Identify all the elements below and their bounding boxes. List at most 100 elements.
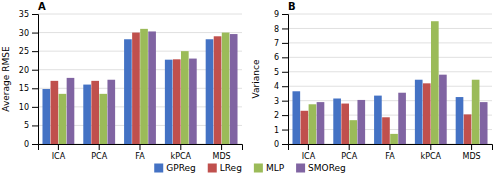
y-tick-label: 1 [274,126,279,135]
x-axis: ICA PCA FA kPCA MDS [39,144,243,161]
y-tick-mark [282,101,288,102]
legend-swatch [254,164,263,173]
bar [99,94,107,144]
y-tick: 6 [274,53,288,62]
y-tick-mark [32,70,38,71]
y-tick: 2 [274,111,288,120]
y-axis: 0123456789 [274,10,289,149]
x-tick-label: MDS [463,152,481,161]
legend-item: GPReg [154,163,196,173]
y-tick-label: 3 [274,97,279,106]
y-tick-label: 4 [274,82,279,91]
x-tick-label: FA [385,152,395,161]
bar-series [317,75,488,144]
legend-item: SMOReg [296,163,346,173]
y-tick-label: 8 [274,25,279,34]
bar [132,33,140,144]
grid-line [288,57,492,58]
bar [42,89,50,144]
x-tick-label: MDS [213,152,231,161]
y-tick-mark [282,57,288,58]
bar [480,102,488,144]
bar [357,100,365,144]
y-tick: 8 [274,25,288,34]
y-tick-mark [32,14,38,15]
y-tick-label: 9 [274,10,279,19]
x-axis-line [289,145,493,151]
y-tick-mark [282,14,288,15]
y-tick: 4 [274,82,288,91]
y-tick-mark [282,86,288,87]
y-tick: 3 [274,97,288,106]
x-tick-label: ICA [302,152,316,161]
legend: GPReg LReg MLP SMOReg [154,163,346,173]
x-tick-label: PCA [91,152,107,161]
y-tick-label: 7 [274,39,279,48]
legend-label: GPReg [166,163,196,173]
bar [67,78,75,144]
bars [292,21,487,144]
y-tick-mark [282,144,288,145]
x-tick: ICA [52,144,66,161]
bar [309,104,317,144]
y-tick: 10 [19,103,38,112]
x-tick-mark [221,144,222,150]
legend-label: LReg [220,163,242,173]
y-tick-label: 25 [19,47,29,56]
bar [431,21,439,144]
x-tick-mark [58,144,59,150]
bar-series [59,29,230,144]
y-tick-label: 5 [24,121,29,130]
bar [390,134,398,144]
y-tick-label: 6 [274,53,279,62]
bar [51,81,59,144]
x-tick-mark [180,144,181,150]
y-tick-mark [282,115,288,116]
x-tick: kPCA [421,144,442,161]
grid-line [288,28,492,29]
y-tick-mark [282,72,288,73]
y-tick-mark [32,125,38,126]
x-tick-label: ICA [52,152,66,161]
bar [333,99,341,145]
bar [439,75,447,144]
panel: 05101520253035ICAPCAFAkPCAMDSAAverage RM… [1,1,243,161]
y-tick-label: 30 [19,29,29,38]
bar [341,104,349,144]
y-tick: 0 [24,140,38,149]
y-tick-mark [32,144,38,145]
x-tick-mark [390,144,391,150]
bar-series [67,31,238,144]
bar [165,60,173,144]
y-tick: 1 [274,126,288,135]
bar [148,31,156,144]
bar [189,59,197,144]
y-tick-mark [282,28,288,29]
bar [173,59,181,144]
grid-line [288,14,492,15]
y-axis: 05101520253035 [19,10,39,149]
y-tick-label: 10 [19,103,29,112]
legend-swatch [296,164,305,173]
y-tick: 5 [274,68,288,77]
bar [472,80,480,144]
title: B [288,1,296,12]
grid-line [38,32,242,33]
y-tick-label: 2 [274,111,279,120]
bar [349,120,357,144]
x-tick-label: FA [135,152,145,161]
x-axis-line [39,145,243,151]
x-tick-label: kPCA [171,152,192,161]
bar-series [51,33,222,144]
y-tick-label: 0 [24,140,29,149]
y-tick: 5 [24,121,38,130]
legend-label: MLP [266,163,285,173]
x-tick-mark [308,144,309,150]
y-tick: 7 [274,39,288,48]
bar [124,39,132,144]
y-tick: 15 [19,84,38,93]
bar [415,80,423,144]
y-tick: 20 [19,66,38,75]
legend-label: SMOReg [308,163,346,173]
grid-line [288,42,492,43]
